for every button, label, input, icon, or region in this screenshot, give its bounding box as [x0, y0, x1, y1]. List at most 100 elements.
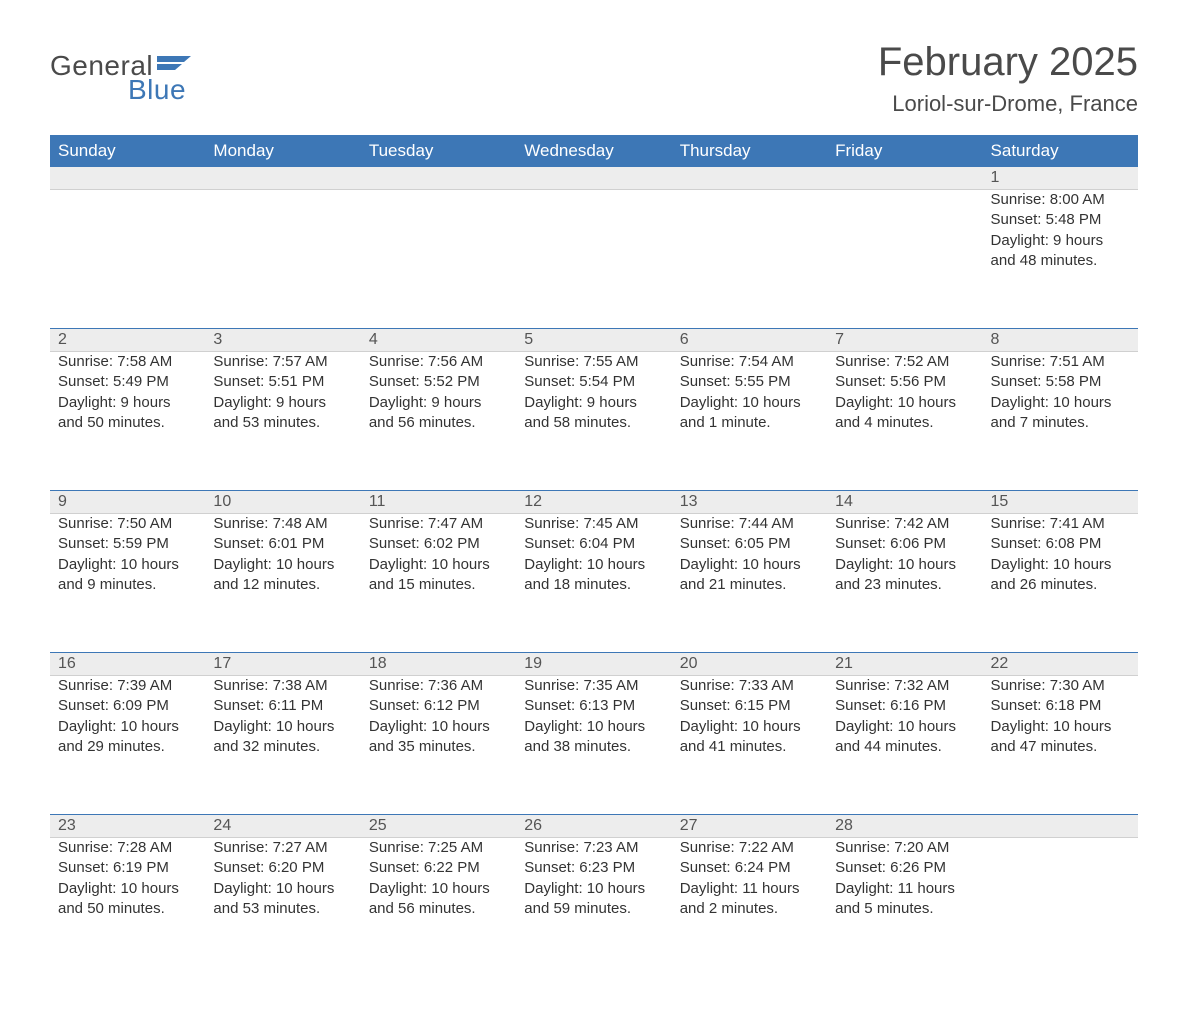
day-number-row: 1: [50, 167, 1138, 190]
day-info-line: Sunrise: 7:48 AM: [213, 514, 352, 534]
day-info-line: Sunset: 6:24 PM: [680, 858, 819, 878]
day-info-line: Sunrise: 7:32 AM: [835, 676, 974, 696]
day-info-line: Sunset: 6:08 PM: [991, 534, 1130, 554]
day-info-line: Daylight: 10 hours: [369, 555, 508, 575]
day-content-cell: [361, 190, 516, 329]
day-content-cell: Sunrise: 7:50 AMSunset: 5:59 PMDaylight:…: [50, 514, 205, 653]
day-info-line: Daylight: 10 hours: [835, 717, 974, 737]
day-info-line: Sunset: 6:22 PM: [369, 858, 508, 878]
day-info-line: Daylight: 10 hours: [213, 555, 352, 575]
day-content-cell: Sunrise: 7:39 AMSunset: 6:09 PMDaylight:…: [50, 676, 205, 815]
day-number-cell: [983, 815, 1138, 838]
day-info-line: Daylight: 10 hours: [680, 717, 819, 737]
day-number-row: 232425262728: [50, 815, 1138, 838]
day-content-cell: Sunrise: 7:25 AMSunset: 6:22 PMDaylight:…: [361, 838, 516, 977]
day-content-cell: Sunrise: 7:27 AMSunset: 6:20 PMDaylight:…: [205, 838, 360, 977]
day-number-cell: 20: [672, 653, 827, 676]
day-content-cell: Sunrise: 7:57 AMSunset: 5:51 PMDaylight:…: [205, 352, 360, 491]
day-info-line: and 35 minutes.: [369, 737, 508, 757]
day-info-line: Daylight: 10 hours: [680, 555, 819, 575]
day-content-cell: Sunrise: 7:22 AMSunset: 6:24 PMDaylight:…: [672, 838, 827, 977]
day-info-line: Sunset: 6:23 PM: [524, 858, 663, 878]
weekday-header: Saturday: [983, 135, 1138, 167]
day-content-cell: [983, 838, 1138, 977]
day-content-cell: Sunrise: 7:44 AMSunset: 6:05 PMDaylight:…: [672, 514, 827, 653]
day-info-line: Sunrise: 7:39 AM: [58, 676, 197, 696]
day-number-cell: 22: [983, 653, 1138, 676]
day-info-line: Daylight: 10 hours: [213, 879, 352, 899]
day-info-line: Sunset: 6:20 PM: [213, 858, 352, 878]
day-info-line: and 53 minutes.: [213, 899, 352, 919]
day-info-line: Sunset: 5:58 PM: [991, 372, 1130, 392]
day-info-line: Sunset: 6:16 PM: [835, 696, 974, 716]
day-info-line: and 50 minutes.: [58, 413, 197, 433]
day-info-line: and 7 minutes.: [991, 413, 1130, 433]
day-info-line: Sunrise: 7:41 AM: [991, 514, 1130, 534]
day-info-line: Sunrise: 7:35 AM: [524, 676, 663, 696]
day-content-cell: Sunrise: 8:00 AMSunset: 5:48 PMDaylight:…: [983, 190, 1138, 329]
day-info-line: and 58 minutes.: [524, 413, 663, 433]
day-info-line: Daylight: 10 hours: [213, 717, 352, 737]
day-info-line: Daylight: 10 hours: [524, 879, 663, 899]
day-info-line: and 4 minutes.: [835, 413, 974, 433]
day-number-row: 2345678: [50, 329, 1138, 352]
day-content-cell: Sunrise: 7:42 AMSunset: 6:06 PMDaylight:…: [827, 514, 982, 653]
day-number-cell: [361, 167, 516, 190]
day-info-line: Daylight: 10 hours: [369, 717, 508, 737]
day-number-cell: 1: [983, 167, 1138, 190]
day-info-line: and 9 minutes.: [58, 575, 197, 595]
day-content-cell: Sunrise: 7:36 AMSunset: 6:12 PMDaylight:…: [361, 676, 516, 815]
day-info-line: Daylight: 10 hours: [58, 717, 197, 737]
day-info-line: Daylight: 11 hours: [835, 879, 974, 899]
day-content-row: Sunrise: 8:00 AMSunset: 5:48 PMDaylight:…: [50, 190, 1138, 329]
day-info-line: Sunrise: 7:38 AM: [213, 676, 352, 696]
day-number-cell: 18: [361, 653, 516, 676]
day-info-line: Daylight: 10 hours: [524, 555, 663, 575]
day-info-line: Daylight: 9 hours: [991, 231, 1130, 251]
day-content-row: Sunrise: 7:39 AMSunset: 6:09 PMDaylight:…: [50, 676, 1138, 815]
day-info-line: Daylight: 9 hours: [524, 393, 663, 413]
day-content-cell: Sunrise: 7:48 AMSunset: 6:01 PMDaylight:…: [205, 514, 360, 653]
day-content-cell: Sunrise: 7:54 AMSunset: 5:55 PMDaylight:…: [672, 352, 827, 491]
month-title: February 2025: [878, 40, 1138, 85]
day-info-line: Daylight: 10 hours: [58, 555, 197, 575]
day-info-line: Sunrise: 7:56 AM: [369, 352, 508, 372]
title-block: February 2025 Loriol-sur-Drome, France: [878, 40, 1138, 117]
day-info-line: and 56 minutes.: [369, 899, 508, 919]
day-number-cell: 5: [516, 329, 671, 352]
day-info-line: Daylight: 11 hours: [680, 879, 819, 899]
day-content-cell: Sunrise: 7:56 AMSunset: 5:52 PMDaylight:…: [361, 352, 516, 491]
day-number-cell: 26: [516, 815, 671, 838]
day-number-cell: 16: [50, 653, 205, 676]
day-info-line: Sunset: 6:01 PM: [213, 534, 352, 554]
day-number-cell: 10: [205, 491, 360, 514]
day-info-line: Sunrise: 7:47 AM: [369, 514, 508, 534]
day-content-row: Sunrise: 7:28 AMSunset: 6:19 PMDaylight:…: [50, 838, 1138, 977]
day-info-line: Daylight: 10 hours: [991, 717, 1130, 737]
day-info-line: Sunrise: 7:51 AM: [991, 352, 1130, 372]
location-text: Loriol-sur-Drome, France: [878, 91, 1138, 117]
day-content-cell: Sunrise: 7:35 AMSunset: 6:13 PMDaylight:…: [516, 676, 671, 815]
day-info-line: Sunrise: 7:54 AM: [680, 352, 819, 372]
day-content-cell: Sunrise: 7:38 AMSunset: 6:11 PMDaylight:…: [205, 676, 360, 815]
day-number-cell: 3: [205, 329, 360, 352]
day-info-line: Sunset: 5:55 PM: [680, 372, 819, 392]
day-info-line: Sunset: 6:26 PM: [835, 858, 974, 878]
day-content-cell: Sunrise: 7:28 AMSunset: 6:19 PMDaylight:…: [50, 838, 205, 977]
day-info-line: Sunset: 6:05 PM: [680, 534, 819, 554]
day-info-line: Sunrise: 7:33 AM: [680, 676, 819, 696]
day-info-line: and 21 minutes.: [680, 575, 819, 595]
day-content-cell: Sunrise: 7:32 AMSunset: 6:16 PMDaylight:…: [827, 676, 982, 815]
day-info-line: and 50 minutes.: [58, 899, 197, 919]
day-number-cell: 21: [827, 653, 982, 676]
day-info-line: Daylight: 10 hours: [835, 555, 974, 575]
day-number-cell: [516, 167, 671, 190]
day-info-line: Sunset: 6:12 PM: [369, 696, 508, 716]
day-info-line: Sunrise: 7:50 AM: [58, 514, 197, 534]
day-info-line: Daylight: 10 hours: [524, 717, 663, 737]
day-number-cell: [50, 167, 205, 190]
weekday-header: Friday: [827, 135, 982, 167]
day-info-line: and 18 minutes.: [524, 575, 663, 595]
day-content-cell: Sunrise: 7:47 AMSunset: 6:02 PMDaylight:…: [361, 514, 516, 653]
day-info-line: and 32 minutes.: [213, 737, 352, 757]
